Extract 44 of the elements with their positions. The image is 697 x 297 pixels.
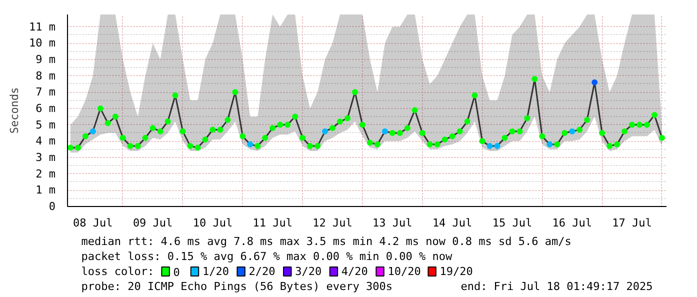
y-tick-label: 2 m <box>36 167 56 180</box>
x-tick-label: 15 Jul <box>492 216 532 230</box>
x-tick-label: 08 Jul <box>73 216 113 230</box>
x-tick-label: 13 Jul <box>372 216 412 230</box>
legend-label: 10/20 <box>388 265 421 278</box>
legend-label: 1/20 <box>202 265 229 278</box>
y-tick-label: 8 m <box>36 69 56 82</box>
y-tick-label: 4 m <box>36 134 56 148</box>
y-tick-label: 5 m <box>36 118 56 132</box>
legend-label: 19/20 <box>440 265 473 278</box>
y-axis-title: Seconds <box>8 87 22 134</box>
y-tick-label: 0 <box>48 200 56 213</box>
point <box>322 128 328 134</box>
legend-title: loss color: <box>81 265 154 278</box>
x-tick-label: 16 Jul <box>552 216 592 230</box>
y-tick-label: 6 m <box>36 102 56 115</box>
point <box>546 141 553 148</box>
point <box>90 128 96 134</box>
x-tick-label: 12 Jul <box>312 216 352 230</box>
point <box>592 79 598 86</box>
legend-label: 4/20 <box>341 265 368 278</box>
text: packet loss: 0.15 % avg 6.67 % max 0.00 % min 0.00 % now <box>81 250 452 263</box>
x-tick-label: 10 Jul <box>192 216 233 230</box>
point <box>486 143 493 150</box>
y-tick-label: 11 m <box>29 20 56 34</box>
y-tick-label: 10 m <box>29 36 56 50</box>
x-tick-label: 09 Jul <box>132 216 173 230</box>
x-tick-label: 14 Jul <box>432 216 472 230</box>
text: end: Fri Jul 18 01:49:17 2025 <box>460 280 653 293</box>
legend-label: 2/20 <box>248 265 276 278</box>
point <box>382 128 388 134</box>
point <box>569 128 576 134</box>
y-tick-label: 9 m <box>36 52 56 66</box>
x-tick-label: 11 Jul <box>252 216 292 230</box>
legend-label: 3/20 <box>295 265 322 278</box>
legend-label: 0 <box>173 266 180 279</box>
text: probe: 20 ICMP Echo Pings (56 Bytes) every 300s <box>81 280 393 293</box>
y-tick-label: 1 m <box>36 184 56 197</box>
text: median rtt: 4.6 ms avg 7.8 ms max 3.5 ms min 4.2 ms now 0.8 ms sd 5.6 am/s <box>81 235 572 248</box>
y-tick-label: 3 m <box>36 150 56 164</box>
point <box>494 143 500 150</box>
point <box>247 141 254 148</box>
y-tick-label: 7 m <box>36 86 56 99</box>
x-tick-label: 17 Jul <box>612 216 652 230</box>
